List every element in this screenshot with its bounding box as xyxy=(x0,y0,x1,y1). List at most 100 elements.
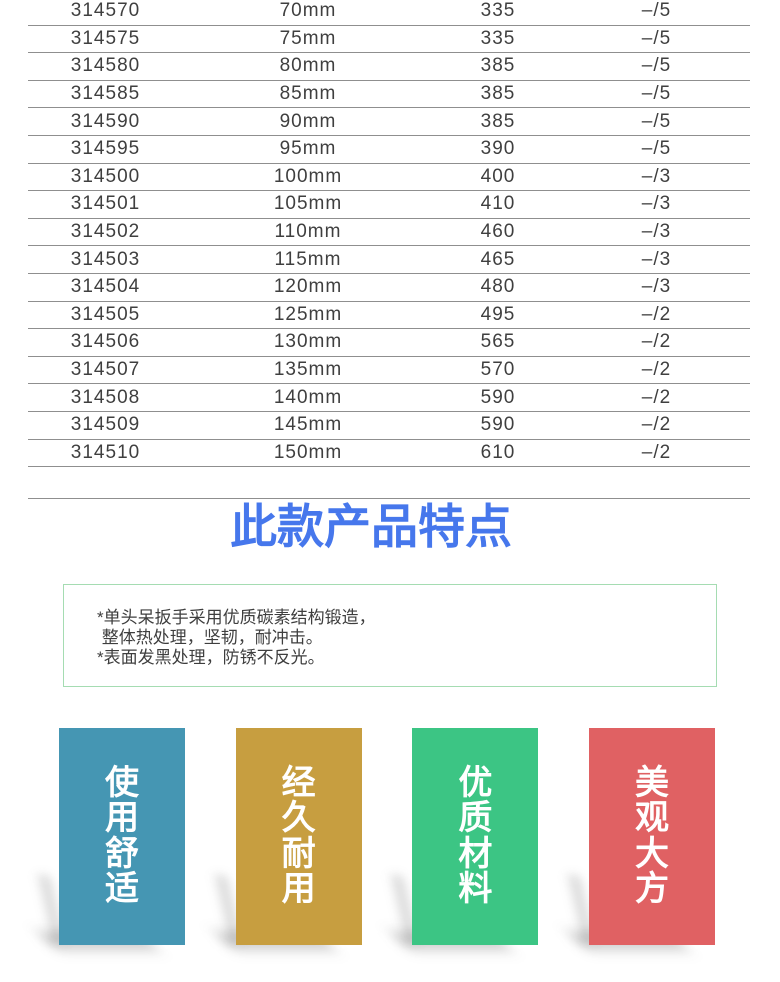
spec-cell-pack: –/5 xyxy=(641,110,672,132)
spec-cell-code: 314585 xyxy=(70,83,141,105)
banner-label: 美观大方 xyxy=(634,763,669,908)
spec-cell-value: 385 xyxy=(480,110,516,132)
spec-cell-value: 495 xyxy=(480,303,516,325)
feature-section-title: 此款产品特点 xyxy=(230,500,512,553)
spec-cell-pack: –/3 xyxy=(641,276,672,298)
spec-table-row: 314580 80mm 385 –/5 xyxy=(28,53,750,81)
spec-cell-value: 590 xyxy=(480,414,516,436)
spec-table-row: 314570 70mm 335 –/5 xyxy=(28,0,750,26)
feature-banner: 经久耐用 xyxy=(214,728,362,949)
spec-cell-code: 314595 xyxy=(70,138,141,160)
spec-cell-size: 115mm xyxy=(274,248,342,270)
spec-cell-code: 314503 xyxy=(70,248,141,270)
spec-cell-size: 90mm xyxy=(279,110,337,132)
spec-cell-size: 140mm xyxy=(273,386,343,408)
spec-cell-value: 570 xyxy=(480,359,516,381)
spec-cell-pack: –/2 xyxy=(641,331,672,353)
spec-cell-code: 314575 xyxy=(70,27,141,49)
spec-table-row: 314500 100mm 400 –/3 xyxy=(28,164,750,192)
spec-table-row: 314507 135mm 570 –/2 xyxy=(28,357,750,385)
spec-cell-size: 80mm xyxy=(279,55,337,77)
spec-cell-size: 125mm xyxy=(273,303,343,325)
feature-description-box: *单头呆扳手采用优质碳素结构锻造， 整体热处理，坚韧，耐冲击。 *表面发黑处理，防… xyxy=(63,584,717,687)
spec-cell-code: 314590 xyxy=(70,110,141,132)
feature-banner: 使用舒适 xyxy=(37,728,185,949)
spec-cell-size: 110mm xyxy=(274,221,342,243)
spec-table-row: 314504 120mm 480 –/3 xyxy=(28,274,750,302)
spec-cell-value: 385 xyxy=(480,83,516,105)
spec-cell-value: 385 xyxy=(480,55,516,77)
spec-table-row: 314502 110mm 460 –/3 xyxy=(28,219,750,247)
spec-table-row: 314508 140mm 590 –/2 xyxy=(28,384,750,412)
spec-cell-value: 590 xyxy=(480,386,516,408)
spec-cell-code: 314510 xyxy=(70,441,141,463)
spec-cell-code: 314504 xyxy=(70,276,141,298)
spec-cell-size: 70mm xyxy=(279,0,337,22)
spec-cell-value: 610 xyxy=(480,441,516,463)
spec-cell-code: 314509 xyxy=(70,414,141,436)
spec-cell-pack: –/5 xyxy=(641,138,672,160)
spec-cell-code: 314500 xyxy=(70,165,141,187)
spec-cell-value: 335 xyxy=(480,0,516,22)
spec-cell-value: 335 xyxy=(480,27,516,49)
spec-table-row: 314506 130mm 565 –/2 xyxy=(28,329,750,357)
spec-cell-value: 480 xyxy=(480,276,516,298)
spec-cell-value: 410 xyxy=(480,193,516,215)
spec-cell-pack: –/5 xyxy=(641,83,672,105)
feature-banner: 优质材料 xyxy=(390,728,539,949)
spec-cell-pack: –/3 xyxy=(641,221,672,243)
spec-table-row: 314590 90mm 385 –/5 xyxy=(28,108,750,136)
feature-banner: 美观大方 xyxy=(567,728,715,949)
description-line: *表面发黑处理，防锈不反光。 xyxy=(97,648,325,667)
description-line: 整体热处理，坚韧，耐冲击。 xyxy=(97,628,323,647)
spec-cell-code: 314506 xyxy=(70,331,141,353)
spec-cell-size: 145mm xyxy=(273,414,343,436)
spec-cell-code: 314501 xyxy=(70,193,141,215)
spec-table-row: 314505 125mm 495 –/2 xyxy=(28,302,750,330)
spec-cell-code: 314507 xyxy=(70,359,141,381)
spec-cell-size: 105mm xyxy=(273,193,343,215)
spec-cell-value: 390 xyxy=(480,138,516,160)
spec-cell-pack: –/2 xyxy=(641,386,672,408)
spec-cell-pack: –/5 xyxy=(641,27,672,49)
banner-label: 使用舒适 xyxy=(105,763,139,908)
spec-cell-code: 314508 xyxy=(70,386,141,408)
spec-cell-size: 100mm xyxy=(273,165,343,187)
banner-card: 经久耐用 xyxy=(235,728,362,945)
spec-cell-pack: –/3 xyxy=(641,248,672,270)
spec-cell-code: 314505 xyxy=(70,303,141,325)
spec-cell-value: 460 xyxy=(480,221,516,243)
spec-cell-size: 135mm xyxy=(273,359,343,381)
banner-label: 优质材料 xyxy=(458,763,493,908)
banner-card: 优质材料 xyxy=(412,728,539,945)
spec-cell-pack: –/5 xyxy=(641,0,672,22)
spec-cell-pack: –/2 xyxy=(641,414,672,436)
spec-cell-pack: –/2 xyxy=(641,303,672,325)
spec-cell-value: 565 xyxy=(480,331,516,353)
banner-label: 经久耐用 xyxy=(281,763,316,908)
feature-banner-group: 使用舒适 经久耐用 优质材料 美观大方 xyxy=(37,728,715,949)
spec-table-row: 314510 150mm 610 –/2 xyxy=(28,440,750,468)
spec-cell-code: 314570 xyxy=(70,0,141,22)
spec-cell-size: 85mm xyxy=(279,83,337,105)
spec-cell-pack: –/2 xyxy=(641,441,672,463)
spec-cell-size: 150mm xyxy=(273,441,343,463)
description-line: *单头呆扳手采用优质碳素结构锻造， xyxy=(97,608,376,627)
spec-cell-code: 314502 xyxy=(70,221,141,243)
spec-cell-pack: –/3 xyxy=(641,165,672,187)
spec-table-row: 314585 85mm 385 –/5 xyxy=(28,81,750,109)
spec-cell-value: 400 xyxy=(480,165,516,187)
spec-cell-pack: –/3 xyxy=(641,193,672,215)
spec-table-row: 314509 145mm 590 –/2 xyxy=(28,412,750,440)
section-divider xyxy=(28,498,750,499)
spec-table-row: 314575 75mm 335 –/5 xyxy=(28,26,750,54)
spec-cell-size: 130mm xyxy=(273,331,343,353)
spec-table-row: 314501 105mm 410 –/3 xyxy=(28,191,750,219)
spec-cell-value: 465 xyxy=(480,248,516,270)
banner-card: 使用舒适 xyxy=(59,728,185,945)
spec-cell-size: 75mm xyxy=(279,27,337,49)
spec-cell-code: 314580 xyxy=(70,55,141,77)
spec-cell-pack: –/5 xyxy=(641,55,672,77)
spec-cell-pack: –/2 xyxy=(641,359,672,381)
